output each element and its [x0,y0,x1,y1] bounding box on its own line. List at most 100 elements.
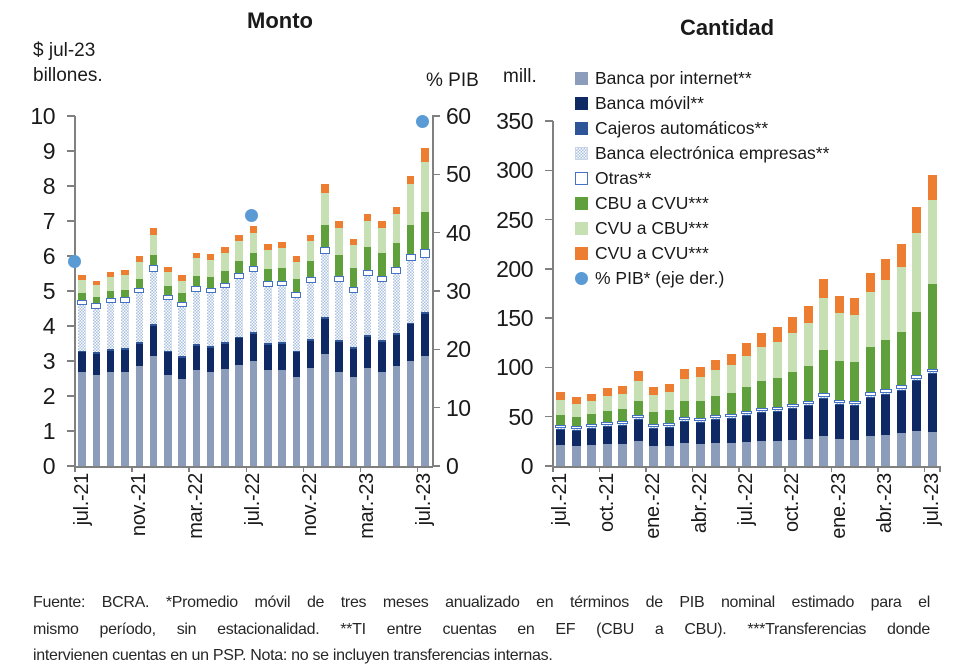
bar-segment-cvu-a-cvu- [149,228,158,235]
bar-segment-cajeros-autom-ticos- [335,340,343,342]
bar-segment-banca-m-vil- [192,345,201,370]
bar-segment-otras- [177,301,188,307]
bar-segment-cajeros-autom-ticos- [912,380,922,382]
bar-segment-cvu-a-cbu- [206,259,215,278]
bar-segment-cvu-a-cvu- [695,367,705,378]
bar-segment-cvu-a-cvu- [881,259,891,280]
bar-segment-cajeros-autom-ticos- [221,342,229,345]
bar-segment-banca-electr-nica-empresas- [788,406,798,408]
bar-segment-cbu-a-cvu- [421,212,429,249]
bar-segment-cbu-a-cvu- [206,277,215,288]
bar-segment-cvu-a-cbu- [850,315,860,362]
bar-segment-banca-por-internet- [349,376,358,466]
legend-item: Banca móvil** [575,91,829,116]
pib-marker [416,115,430,129]
bar-segment-otras- [262,280,273,287]
bar-segment-otras- [849,400,861,404]
bar-segment-banca-por-internet- [896,433,906,466]
bar-segment-cbu-a-cvu- [664,409,674,423]
bar-segment-banca-por-internet- [587,445,597,466]
legend-item: % PIB* (eje der.) [575,266,829,291]
bar-segment-cvu-a-cbu- [571,403,581,417]
legend-item-label: Otras** [595,168,652,188]
bar-segment-cvu-a-cvu- [850,298,860,316]
bar-segment-otras- [191,286,202,292]
cantidad-x-tick [939,466,941,472]
bar-segment-cvu-a-cvu- [392,207,401,214]
monto-right-y-tick [432,348,440,351]
bar-segment-cvu-a-cbu- [192,258,201,276]
bar-segment-cvu-a-cvu- [788,317,798,333]
legend-item-label: Banca electrónica empresas** [595,143,830,163]
bar-segment-otras- [148,265,159,272]
bar-segment-cvu-a-cbu- [618,394,628,409]
bar-segment-cvu-a-cbu- [819,298,829,350]
cantidad-x-tick [784,466,786,472]
bar-segment-cvu-a-cbu- [278,248,286,268]
bar-segment-cvu-a-cvu- [121,270,129,276]
bar-segment-banca-electr-nica-empresas- [192,291,201,345]
bar-segment-cajeros-autom-ticos- [803,404,813,406]
bar-segment-otras- [864,392,877,397]
legend-item-label: Banca móvil** [595,93,704,113]
bar-segment-cvu-a-cbu- [378,228,386,254]
bar-segment-cbu-a-cvu- [881,339,891,390]
bar-segment-cvu-a-cbu- [306,241,315,262]
bar-segment-banca-por-internet- [680,443,690,466]
bar-segment-banca-electr-nica-empresas- [278,286,286,343]
bar-segment-banca-por-internet- [121,371,129,466]
bar-segment-otras- [555,424,567,428]
bar-segment-banca-m-vil- [264,344,272,370]
bar-segment-banca-m-vil- [819,398,829,437]
bar-segment-cvu-a-cbu- [135,261,143,279]
bar-segment-banca-por-internet- [135,366,143,466]
bar-segment-otras- [570,425,582,429]
bar-segment-banca-m-vil- [742,415,751,443]
bar-segment-banca-por-internet- [865,436,875,466]
bar-segment-banca-electr-nica-empresas- [349,292,358,347]
bar-segment-otras- [586,423,598,427]
bar-segment-cbu-a-cvu- [378,253,386,276]
bar-segment-banca-m-vil- [135,343,143,367]
monto-x-tick [188,466,190,472]
bar-segment-otras- [632,414,644,418]
bar-segment-cbu-a-cvu- [711,396,721,415]
bar-segment-cajeros-autom-ticos- [164,350,172,353]
bar-segment-cvu-a-cvu- [221,247,229,254]
bar-segment-banca-electr-nica-empresas- [363,275,372,336]
bar-segment-banca-m-vil- [335,341,343,372]
bar-segment-cvu-a-cvu- [178,275,186,281]
bar-segment-banca-electr-nica-empresas- [149,271,158,325]
bar-segment-cbu-a-cvu- [695,400,705,418]
bar-segment-banca-por-internet- [633,441,643,466]
bar-segment-otras- [319,247,330,255]
bar-segment-cajeros-autom-ticos- [349,347,358,349]
cantidad-y-tick-label: 350 [496,108,533,134]
bar-segment-cajeros-autom-ticos- [819,397,829,399]
bar-segment-banca-electr-nica-empresas- [664,425,674,427]
legend-item-label: CVU a CBU*** [595,218,709,238]
monto-x-tick-label: nov.-21 [127,473,150,537]
bar-segment-banca-por-internet- [264,369,272,466]
bar-segment-otras- [818,393,830,397]
bar-segment-cvu-a-cvu- [206,254,215,260]
bar-segment-banca-por-internet- [406,361,415,466]
legend-item: CVU a CVU*** [575,241,829,266]
bar-segment-cbu-a-cvu- [587,413,597,424]
legend: Banca por internet** Banca móvil** Cajeros… [575,66,829,291]
bar-segment-cbu-a-cvu- [78,293,86,300]
monto-right-y-tick [432,173,440,176]
cantidad-x-tick-label: abr.-23 [874,473,897,534]
bar-segment-banca-m-vil- [149,326,158,356]
cantidad-x-tick [738,466,740,472]
bar-segment-cvu-a-cvu- [726,353,736,366]
cantidad-y-tick [545,465,553,467]
bar-segment-cajeros-autom-ticos- [292,350,301,353]
bar-segment-banca-electr-nica-empresas- [881,393,891,395]
bar-segment-banca-por-internet- [695,444,705,466]
cantidad-y-tick [545,120,553,122]
bar-segment-cvu-a-cvu- [264,243,272,251]
bar-segment-banca-electr-nica-empresas- [803,403,813,405]
bar-segment-cvu-a-cvu- [335,221,343,228]
bar-segment-banca-electr-nica-empresas- [78,305,86,351]
